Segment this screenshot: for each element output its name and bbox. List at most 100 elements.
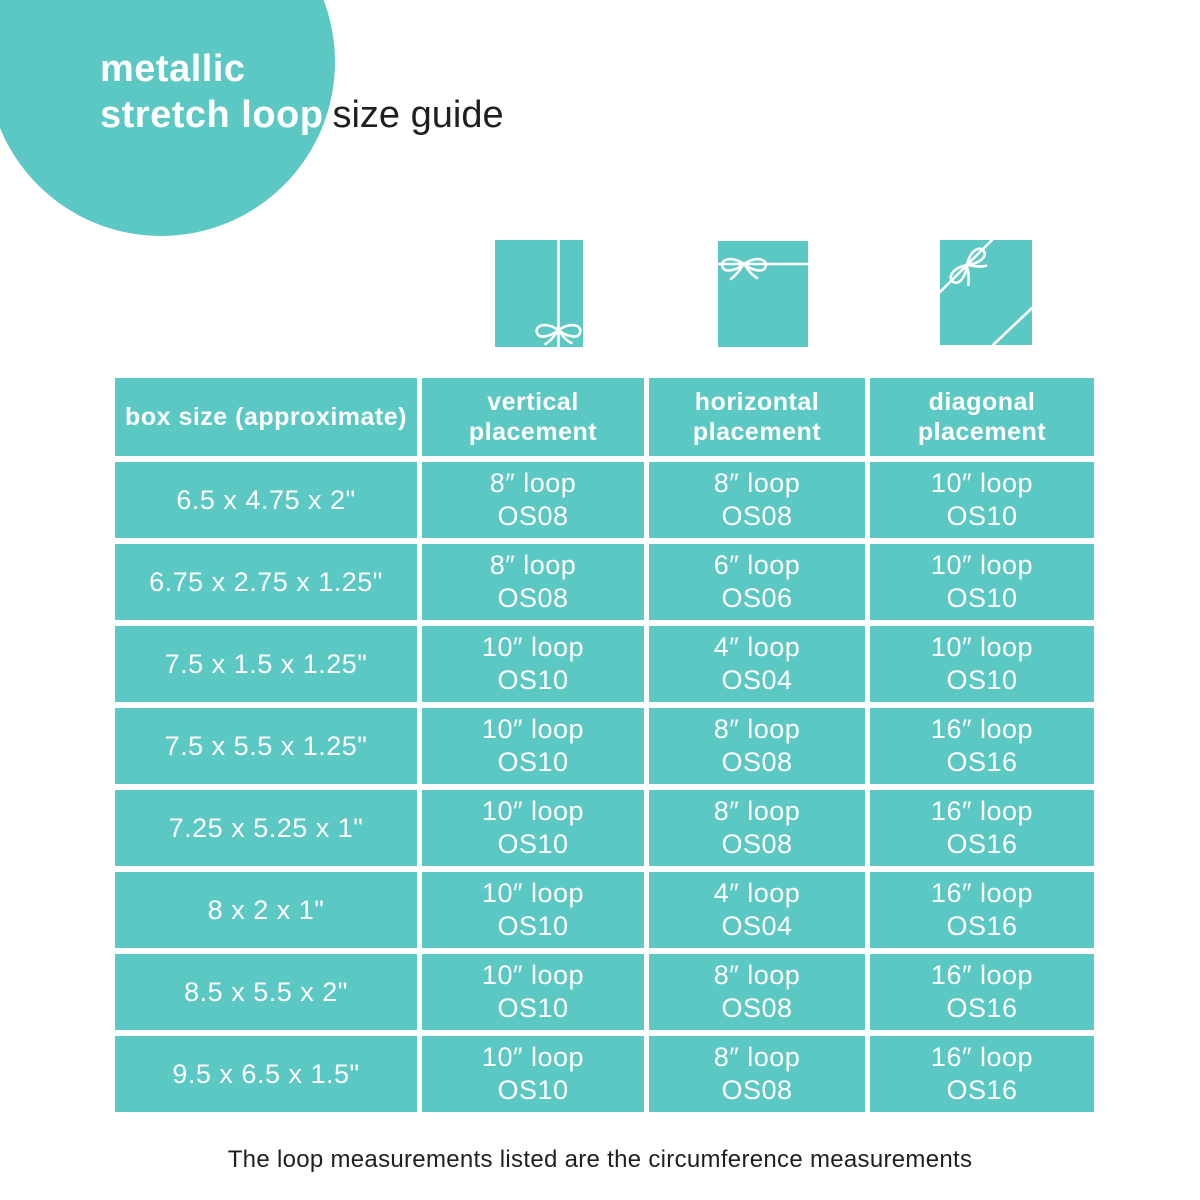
loop-code: OS06 <box>721 583 793 613</box>
loop-size: 10″ loop <box>930 550 1034 580</box>
loop-code: OS04 <box>721 911 793 941</box>
header-box-size: box size (approximate) <box>115 378 417 456</box>
vertical-loop-cell: 10″ loop OS10 <box>422 872 644 948</box>
loop-size: 16″ loop <box>930 960 1034 990</box>
vertical-loop-cell: 10″ loop OS10 <box>422 626 644 702</box>
vertical-loop-cell: 8″ loop OS08 <box>422 544 644 620</box>
loop-size: 8″ loop <box>713 714 801 744</box>
loop-code: OS16 <box>946 1075 1018 1105</box>
loop-code: OS10 <box>946 501 1018 531</box>
loop-size: 10″ loop <box>481 1042 585 1072</box>
diagonal-placement-box-icon <box>938 238 1034 347</box>
vertical-loop-cell: 10″ loop OS10 <box>422 954 644 1030</box>
title-suffix: size guide <box>332 94 504 136</box>
header-line: placement <box>692 418 822 446</box>
footer-note: The loop measurements listed are the cir… <box>227 1146 973 1173</box>
loop-size: 16″ loop <box>930 796 1034 826</box>
loop-code: OS10 <box>497 1075 569 1105</box>
horizontal-loop-cell: 6″ loop OS06 <box>649 544 865 620</box>
diagonal-loop-cell: 16″ loop OS16 <box>870 790 1094 866</box>
diagonal-loop-cell: 16″ loop OS16 <box>870 1036 1094 1112</box>
loop-code: OS08 <box>721 829 793 859</box>
loop-size: 10″ loop <box>481 796 585 826</box>
vertical-loop-cell: 10″ loop OS10 <box>422 708 644 784</box>
box-size-cell: 6.5 x 4.75 x 2" <box>115 462 417 538</box>
vertical-loop-cell: 10″ loop OS10 <box>422 790 644 866</box>
box-size-cell: 7.25 x 5.25 x 1" <box>115 790 417 866</box>
loop-size: 8″ loop <box>489 550 577 580</box>
loop-size: 10″ loop <box>481 714 585 744</box>
diagonal-loop-cell: 10″ loop OS10 <box>870 626 1094 702</box>
header-line: vertical <box>487 388 579 416</box>
loop-size: 10″ loop <box>481 960 585 990</box>
loop-size: 10″ loop <box>481 878 585 908</box>
page-title: metallic stretch loop size guide <box>100 46 504 138</box>
loop-code: OS16 <box>946 993 1018 1023</box>
loop-size: 4″ loop <box>713 632 801 662</box>
loop-size: 4″ loop <box>713 878 801 908</box>
loop-size: 6″ loop <box>713 550 801 580</box>
horizontal-loop-cell: 4″ loop OS04 <box>649 626 865 702</box>
loop-size: 16″ loop <box>930 1042 1034 1072</box>
loop-code: OS04 <box>721 665 793 695</box>
diagonal-loop-cell: 10″ loop OS10 <box>870 544 1094 620</box>
loop-code: OS16 <box>946 829 1018 859</box>
box-size-cell: 9.5 x 6.5 x 1.5" <box>115 1036 417 1112</box>
loop-size: 10″ loop <box>481 632 585 662</box>
title-line2: stretch loop <box>100 94 324 136</box>
diagonal-loop-cell: 10″ loop OS10 <box>870 462 1094 538</box>
vertical-loop-cell: 10″ loop OS10 <box>422 1036 644 1112</box>
loop-code: OS08 <box>721 1075 793 1105</box>
loop-size: 8″ loop <box>713 960 801 990</box>
loop-code: OS08 <box>721 747 793 777</box>
horizontal-loop-cell: 8″ loop OS08 <box>649 790 865 866</box>
vertical-placement-box-icon <box>495 238 583 349</box>
loop-code: OS08 <box>497 501 569 531</box>
header-line: horizontal <box>694 388 820 416</box>
loop-code: OS08 <box>721 993 793 1023</box>
loop-code: OS10 <box>497 747 569 777</box>
loop-size: 10″ loop <box>930 468 1034 498</box>
horizontal-loop-cell: 8″ loop OS08 <box>649 1036 865 1112</box>
box-size-cell: 7.5 x 5.5 x 1.25" <box>115 708 417 784</box>
diagonal-loop-cell: 16″ loop OS16 <box>870 872 1094 948</box>
loop-code: OS10 <box>946 583 1018 613</box>
loop-size: 8″ loop <box>713 1042 801 1072</box>
loop-size: 10″ loop <box>930 632 1034 662</box>
header-line: placement <box>917 418 1047 446</box>
title-line1: metallic <box>100 48 246 90</box>
size-guide-table: box size (approximate) vertical placemen… <box>115 378 1094 1112</box>
box-size-cell: 6.75 x 2.75 x 1.25" <box>115 544 417 620</box>
horizontal-loop-cell: 4″ loop OS04 <box>649 872 865 948</box>
header-diagonal-placement: diagonal placement <box>870 378 1094 456</box>
loop-code: OS10 <box>497 665 569 695</box>
loop-size: 8″ loop <box>713 796 801 826</box>
horizontal-loop-cell: 8″ loop OS08 <box>649 462 865 538</box>
diagonal-loop-cell: 16″ loop OS16 <box>870 954 1094 1030</box>
horizontal-placement-box-icon <box>716 241 810 347</box>
loop-size: 8″ loop <box>489 468 577 498</box>
header-line: diagonal <box>928 388 1036 416</box>
loop-code: OS10 <box>497 911 569 941</box>
header-horizontal-placement: horizontal placement <box>649 378 865 456</box>
vertical-loop-cell: 8″ loop OS08 <box>422 462 644 538</box>
box-size-cell: 8.5 x 5.5 x 2" <box>115 954 417 1030</box>
header-vertical-placement: vertical placement <box>422 378 644 456</box>
horizontal-loop-cell: 8″ loop OS08 <box>649 954 865 1030</box>
horizontal-loop-cell: 8″ loop OS08 <box>649 708 865 784</box>
header-line: placement <box>468 418 598 446</box>
diagonal-loop-cell: 16″ loop OS16 <box>870 708 1094 784</box>
loop-code: OS16 <box>946 747 1018 777</box>
loop-size: 16″ loop <box>930 714 1034 744</box>
loop-code: OS10 <box>946 665 1018 695</box>
loop-code: OS10 <box>497 993 569 1023</box>
loop-code: OS08 <box>721 501 793 531</box>
box-size-cell: 7.5 x 1.5 x 1.25" <box>115 626 417 702</box>
box-size-cell: 8 x 2 x 1" <box>115 872 417 948</box>
loop-size: 16″ loop <box>930 878 1034 908</box>
loop-code: OS16 <box>946 911 1018 941</box>
loop-size: 8″ loop <box>713 468 801 498</box>
loop-code: OS10 <box>497 829 569 859</box>
loop-code: OS08 <box>497 583 569 613</box>
